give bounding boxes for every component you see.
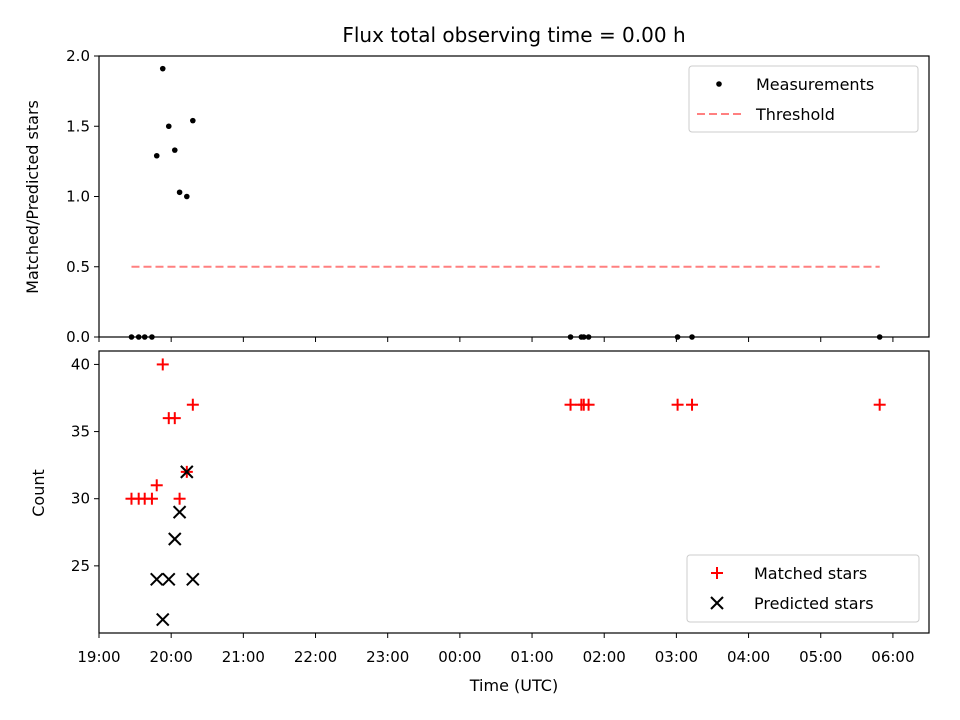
matched-star-point [873,398,886,411]
predicted-star-point [156,612,170,627]
x-tick-label: 00:00 [438,648,481,666]
legend-threshold-label: Threshold [755,105,835,124]
top-y-tick-label: 1.0 [66,188,90,206]
x-tick-label: 21:00 [222,648,265,666]
measurement-point [165,123,172,130]
top-y-axis-label: Matched/Predicted stars [23,100,42,294]
bottom-series-layer [125,358,886,627]
bottom-y-axis-label: Count [29,469,48,517]
chart-title: Flux total observing time = 0.00 h [342,23,685,47]
top-legend: Measurements Threshold [688,65,919,133]
bottom-y-tick-label: 40 [71,355,90,373]
top-series-layer [128,65,883,340]
measurement-point [190,117,196,124]
matched-star-point [671,398,684,411]
legend-predicted-label: Predicted stars [754,594,874,613]
bottom-legend-box [686,554,920,623]
x-tick-label: 04:00 [727,648,770,666]
x-tick-label: 23:00 [366,648,409,666]
legend-measurements-label: Measurements [756,75,874,94]
measurement-point [153,152,160,159]
matched-star-point [564,398,577,411]
top-y-tick-label: 0.5 [66,258,90,276]
predicted-star-point [150,572,164,586]
matched-star-point [156,358,169,371]
plot-matched-ratio: 0.00.51.01.52.0 Matched/Predicted stars … [23,47,930,346]
x-tick-label: 03:00 [655,648,698,666]
predicted-star-point [180,465,194,479]
x-tick-label: 01:00 [510,648,553,666]
predicted-star-point [168,532,182,546]
top-y-tick-label: 0.0 [66,328,90,346]
plot-star-counts: 25 30 35 40 19:00 20:00 21:00 22:00 23:00 00:00 0… [29,350,930,695]
x-tick-label: 19:00 [77,648,120,666]
top-x-ticks [98,337,894,342]
bottom-y-tick-label: 30 [71,490,90,508]
bottom-y-ticks: 25 30 35 40 [71,355,99,575]
matched-star-point [145,492,158,505]
matched-star-point [168,412,181,425]
matched-star-point [582,398,595,411]
legend-matched-marker [711,567,723,579]
top-legend-box [688,65,919,133]
matched-star-point [186,398,199,411]
bottom-legend: Matched stars Predicted stars [686,554,920,623]
matched-star-point [686,398,699,411]
top-y-ticks: 0.0 0.5 1.0 1.5 2.0 [66,47,99,346]
measurement-point [171,147,178,153]
top-y-tick-label: 1.5 [66,117,90,135]
x-tick-label: 02:00 [583,648,626,666]
x-tick-label: 22:00 [294,648,337,666]
measurement-point [184,193,190,200]
series-measurements [128,65,883,340]
series-predicted-stars [150,465,200,627]
bottom-y-tick-label: 25 [71,557,90,575]
legend-matched-label: Matched stars [754,564,867,583]
legend-measurements-marker [716,81,722,87]
matched-star-point [173,492,186,505]
predicted-star-point [172,505,187,519]
legend-predicted-marker [710,596,724,610]
series-matched-stars [125,358,886,505]
measurement-point [159,65,166,72]
x-axis-label: Time (UTC) [469,676,558,695]
bottom-y-tick-label: 35 [71,423,90,441]
matched-star-point [150,479,163,492]
x-tick-label: 06:00 [871,648,914,666]
bottom-axes-frame [98,350,930,634]
bottom-x-ticks: 19:00 20:00 21:00 22:00 23:00 00:00 01:00 02:00… [77,633,915,666]
predicted-star-point [186,572,200,586]
predicted-star-point [162,572,176,586]
top-y-tick-label: 2.0 [66,47,90,65]
x-tick-label: 05:00 [799,648,842,666]
x-tick-label: 20:00 [150,648,193,666]
measurement-point [176,189,183,196]
